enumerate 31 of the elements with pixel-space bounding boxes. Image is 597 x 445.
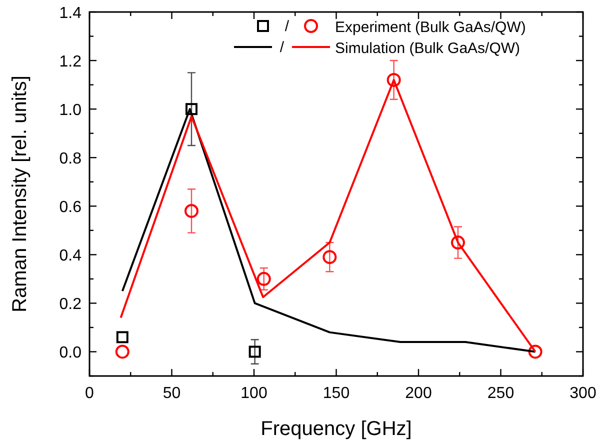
point [116,331,128,344]
point [322,250,337,264]
y-tick-label: 1.4 [59,5,82,22]
legend-label: Experiment (Bulk GaAs/QW) [335,19,526,36]
annotation: / [284,18,290,35]
y-tick-label: 0.8 [59,150,82,168]
point [528,344,542,359]
y-tick-label: 0.4 [59,248,82,265]
x-tick-label: 100 [240,385,268,402]
y-tick-label: 1.2 [59,54,82,71]
point [115,344,130,359]
point [185,103,198,116]
x-tick-label: 150 [322,385,350,402]
x-tick-label: 200 [405,385,432,402]
legend-label: Simulation (Bulk GaAs/QW) [335,40,520,57]
point [248,346,261,358]
point [256,272,271,286]
y-tick-label: 0.6 [59,199,82,216]
point [386,72,401,87]
point [184,204,198,218]
y-tick-label: 0.2 [59,296,82,314]
y-axis-title: Raman Intensity [rel. units] [9,76,31,312]
x-tick-label: 0 [85,385,94,402]
y-tick-label: 1.0 [59,102,82,120]
point [450,236,465,250]
y-tick-label: 0.0 [59,344,82,362]
x-tick-label: 300 [570,385,596,402]
x-tick-label: 250 [487,385,514,402]
annotation: / [280,39,285,56]
x-axis-title: Frequency [GHz] [260,418,412,440]
x-tick-label: 50 [162,385,181,402]
